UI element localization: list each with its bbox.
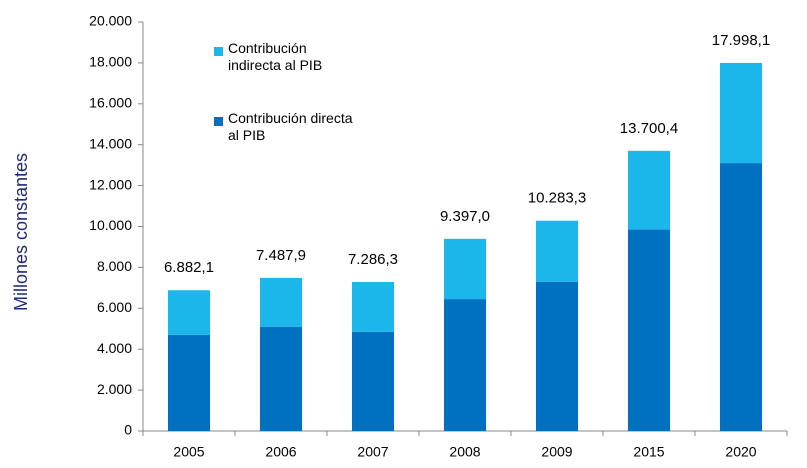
y-tick-label: 14.000 xyxy=(89,135,132,151)
bar-segment xyxy=(720,62,762,164)
legend-swatch xyxy=(214,117,223,126)
y-tick-label: 4.000 xyxy=(97,340,132,356)
bar-segment xyxy=(444,238,486,300)
y-tick-label: 20.000 xyxy=(89,13,132,29)
total-label: 7.487,9 xyxy=(256,247,306,264)
bar-segment xyxy=(260,277,302,327)
total-label: 9.397,0 xyxy=(440,208,490,225)
y-axis-label: Millones constantes xyxy=(11,153,31,311)
bar-segment xyxy=(168,334,210,431)
total-label: 10.283,3 xyxy=(528,190,586,207)
legend-label: Contribución indirecta al PIB xyxy=(228,40,323,73)
bar-segment xyxy=(260,326,302,431)
y-tick-label: 16.000 xyxy=(89,95,132,111)
bar-segment xyxy=(352,281,394,332)
x-tick-label: 2015 xyxy=(633,444,664,460)
x-tick-label: 2020 xyxy=(725,444,756,460)
total-label: 6.882,1 xyxy=(164,259,214,276)
y-tick-label: 2.000 xyxy=(97,381,132,397)
y-tick-label: 10.000 xyxy=(89,217,132,233)
bar-segment xyxy=(628,150,670,230)
x-tick-label: 2007 xyxy=(357,444,388,460)
bar-segment xyxy=(444,299,486,431)
x-tick-label: 2009 xyxy=(541,444,572,460)
total-label: 17.998,1 xyxy=(712,32,770,49)
total-label: 13.700,4 xyxy=(620,120,678,137)
y-tick-label: 8.000 xyxy=(97,258,132,274)
x-tick-label: 2005 xyxy=(173,444,204,460)
legend-label: Contribución directa al PIB xyxy=(228,110,353,143)
legend-swatch xyxy=(214,47,223,56)
bar-segment xyxy=(352,331,394,431)
y-tick-label: 18.000 xyxy=(89,54,132,70)
total-label: 7.286,3 xyxy=(348,251,398,268)
bar-segment xyxy=(536,281,578,431)
x-tick-label: 2008 xyxy=(449,444,480,460)
bar-segment xyxy=(720,163,762,432)
bar-segment xyxy=(628,229,670,431)
x-tick-label: 2006 xyxy=(265,444,296,460)
bar-segment xyxy=(168,290,210,335)
y-tick-label: 12.000 xyxy=(89,176,132,192)
y-tick-label: 6.000 xyxy=(97,299,132,315)
y-tick-label: 0 xyxy=(124,422,132,438)
bar-segment xyxy=(536,220,578,282)
